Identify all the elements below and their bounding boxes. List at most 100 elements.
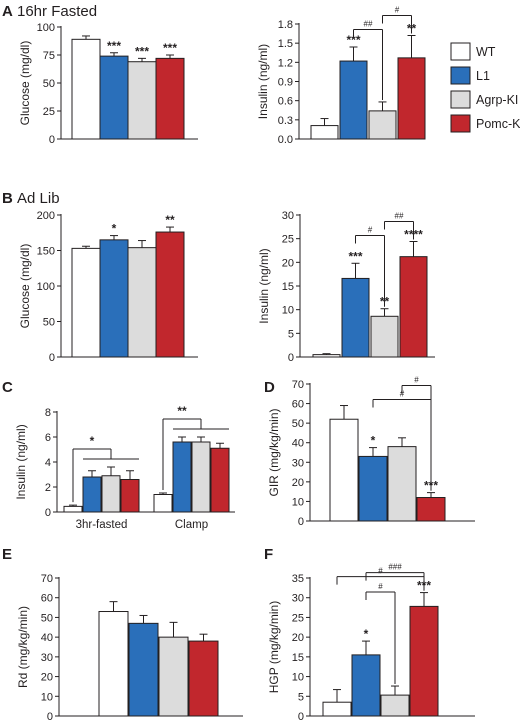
bar-wt	[71, 247, 101, 358]
bar-pomc-ki	[120, 479, 140, 513]
y-axis-title: Glucose (mg/dl)	[18, 41, 32, 126]
sig-label-pomc-ki: **	[165, 213, 175, 227]
y-tick-label: 0	[288, 352, 294, 364]
y-tick-label: 30	[292, 593, 304, 605]
y-tick-label: 100	[37, 281, 55, 293]
y-tick-label: 70	[41, 573, 53, 585]
panel-letter-a: A	[2, 3, 13, 20]
y-tick-label: 75	[43, 50, 55, 62]
chart-c-insulin: 0 2 4 6 8 Insulin (ng/ml) 3hr-fasted * Clamp **	[14, 404, 235, 531]
y-tick-label: 10	[282, 305, 294, 317]
bracket-label: #	[400, 390, 405, 399]
y-tick-label: 0.3	[278, 115, 293, 127]
y-tick-label: 0	[298, 516, 304, 528]
legend-swatch-agrp-ki	[450, 90, 471, 109]
bar-agrp-ki	[127, 247, 157, 358]
y-tick-label: 10	[292, 672, 304, 684]
panel-letter-d: D	[264, 379, 275, 396]
panel-title-a: 16hr Fasted	[17, 3, 97, 20]
y-tick-label: 30	[41, 652, 53, 664]
y-tick-label: 1.5	[278, 38, 293, 50]
bar-pomc-ki	[188, 640, 219, 717]
y-tick-label: 50	[292, 418, 304, 430]
bar-l1	[341, 277, 370, 358]
bar-pomc-ki	[155, 231, 185, 358]
y-tick-label: 5	[298, 691, 304, 703]
bracket-label: #	[378, 567, 383, 576]
sig-label-l1: *	[112, 222, 117, 236]
bar-agrp-ki	[191, 441, 211, 513]
y-tick-label: 50	[41, 612, 53, 624]
y-axis-title: Insulin (ng/ml)	[14, 424, 28, 499]
bar-pomc-ki	[210, 447, 230, 513]
sig-label-l1: ***	[348, 249, 362, 263]
y-tick-label: 10	[292, 496, 304, 508]
y-tick-label: 60	[41, 593, 53, 605]
bar-wt	[63, 505, 83, 513]
y-tick-label: 6	[45, 432, 51, 444]
y-tick-label: 0	[45, 507, 51, 519]
y-tick-label: 40	[292, 438, 304, 450]
y-axis-title: Insulin (ng/ml)	[256, 44, 270, 119]
bar-wt	[71, 38, 101, 140]
bar-agrp-ki	[387, 446, 417, 522]
bar-agrp-ki	[101, 475, 121, 513]
bar-pomc-ki	[397, 57, 426, 140]
bar-l1	[99, 239, 129, 358]
bar-wt	[98, 611, 129, 717]
y-tick-label: 0	[47, 711, 53, 722]
y-tick-label: 200	[37, 210, 55, 222]
chart-a-glucose: 0 25 50 75 100 Glucose (mg/dl) *** *** ***	[18, 22, 198, 146]
y-tick-label: 100	[37, 22, 55, 34]
y-tick-label: 60	[292, 399, 304, 411]
y-tick-label: 20	[292, 477, 304, 489]
bracket-label: ###	[388, 563, 402, 572]
bar-l1	[339, 60, 368, 140]
legend-label-agrp-ki: Agrp-KI	[476, 93, 518, 107]
y-axis-title: GIR (mg/kg/min)	[267, 408, 281, 496]
legend: WT L1 Agrp-KI Pomc-KI	[450, 42, 520, 133]
bracket-label: ##	[364, 20, 373, 29]
bar-wt	[312, 354, 341, 358]
bracket-label: ##	[395, 212, 404, 221]
legend-swatch-wt	[450, 42, 471, 61]
y-tick-label: 1.2	[278, 57, 293, 69]
legend-swatch-l1	[450, 66, 471, 85]
y-tick-label: 20	[282, 257, 294, 269]
y-axis-title: Glucose (mg/dl)	[18, 244, 32, 329]
panel-letter-b: B	[2, 190, 13, 207]
sig-label-l1: *	[364, 627, 369, 641]
y-tick-label: 25	[292, 612, 304, 624]
sig-label-l1: *	[371, 434, 376, 448]
y-axis-title: Rd (mg/kg/min)	[16, 606, 30, 688]
y-tick-label: 4	[45, 457, 51, 469]
bar-wt	[322, 701, 352, 717]
y-tick-label: 35	[292, 573, 304, 585]
bar-wt	[329, 418, 359, 522]
y-tick-label: 2	[45, 482, 51, 494]
bar-pomc-ki	[409, 605, 439, 717]
y-tick-label: 15	[282, 281, 294, 293]
y-tick-label: 20	[292, 632, 304, 644]
panel-letter-e: E	[2, 546, 12, 563]
y-tick-label: 0	[49, 352, 55, 364]
bracket-label: #	[395, 6, 400, 15]
y-axis-title: HGP (mg/kg/min)	[267, 601, 281, 693]
bar-l1	[99, 55, 129, 140]
y-tick-label: 0.0	[278, 134, 293, 146]
bar-agrp-ki	[158, 636, 189, 717]
y-axis-title: Insulin (ng/ml)	[257, 248, 271, 323]
bracket-label: #	[414, 376, 419, 385]
panel-title-b: Ad Lib	[17, 190, 60, 207]
y-tick-label: 50	[43, 78, 55, 90]
sig-label-l1: ***	[107, 39, 121, 53]
group-sig-label: **	[177, 404, 187, 418]
panel-letter-f: F	[264, 546, 273, 563]
y-tick-label: 8	[45, 407, 51, 419]
bar-l1	[172, 441, 192, 513]
y-tick-label: 30	[292, 457, 304, 469]
y-tick-label: 20	[41, 672, 53, 684]
